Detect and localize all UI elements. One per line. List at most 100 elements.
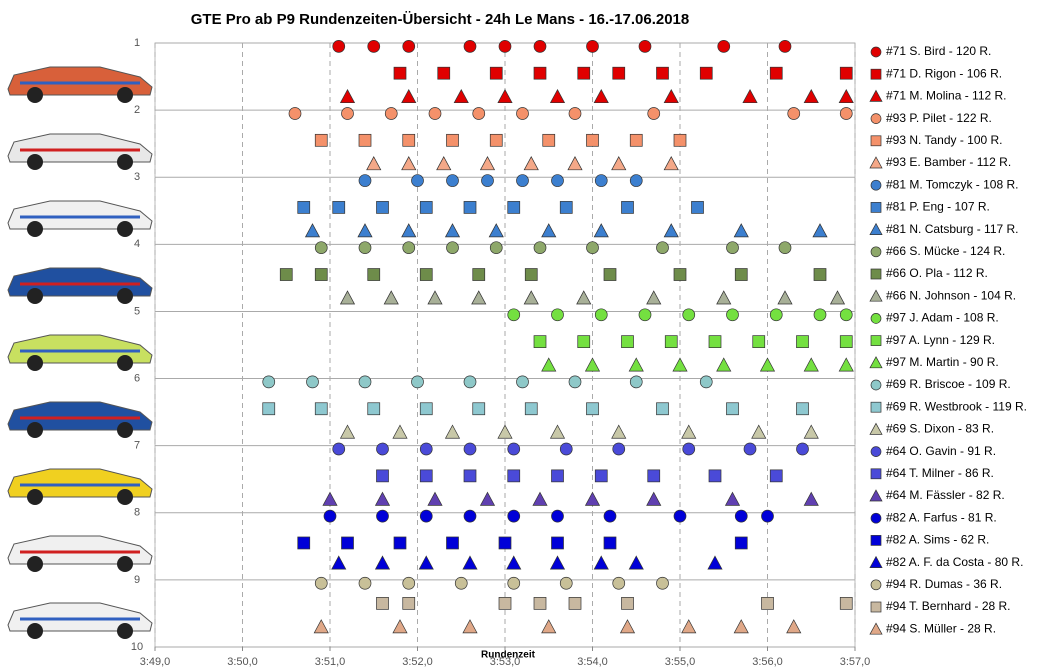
point: [358, 174, 372, 187]
point: [463, 509, 477, 523]
point: [803, 491, 819, 506]
point: [262, 375, 276, 389]
point: [507, 509, 521, 523]
point: [656, 576, 669, 590]
point: [418, 555, 434, 570]
point: [629, 133, 643, 147]
point: [733, 619, 749, 634]
point: [681, 424, 697, 439]
point: [708, 335, 722, 348]
y-tick-label: 4: [134, 238, 140, 250]
point: [716, 357, 732, 372]
point: [376, 509, 389, 523]
point: [778, 241, 792, 255]
point: [682, 442, 696, 456]
y-tick-label: 10: [131, 641, 143, 653]
point: [769, 308, 783, 322]
point: [332, 40, 346, 53]
point: [463, 375, 477, 389]
point: [479, 491, 496, 506]
point: [759, 357, 776, 372]
point: [314, 133, 328, 147]
point: [584, 357, 601, 372]
point: [402, 241, 416, 255]
point: [516, 375, 529, 389]
legend-label: #82 A. Farfus - 81 R.: [886, 510, 997, 524]
legend-label: #71 D. Rigon - 106 R.: [886, 66, 1002, 80]
point: [374, 555, 391, 570]
point: [717, 40, 731, 53]
point: [507, 308, 521, 322]
point: [463, 40, 477, 53]
point: [838, 88, 854, 104]
point: [577, 335, 591, 348]
point: [392, 424, 408, 439]
point: [673, 268, 687, 281]
x-tick-label: 3:52,0: [402, 656, 433, 668]
point: [463, 442, 477, 456]
point: [638, 40, 652, 53]
point: [726, 402, 739, 416]
point: [769, 66, 783, 80]
y-tick-label: 5: [134, 305, 140, 317]
point: [673, 509, 687, 523]
point: [533, 241, 547, 255]
point: [331, 555, 347, 570]
car-wheel: [117, 288, 133, 304]
point: [726, 308, 739, 322]
point: [586, 40, 599, 53]
point: [629, 375, 643, 389]
point: [656, 66, 669, 80]
point: [472, 402, 486, 416]
point: [339, 424, 356, 439]
point: [647, 107, 661, 120]
legend-label: #82 A. F. da Costa - 80 R.: [886, 555, 1023, 569]
point: [796, 402, 809, 416]
point: [497, 424, 513, 439]
point: [761, 597, 774, 610]
legend-label: #93 E. Bamber - 112 R.: [886, 155, 1011, 169]
point: [489, 241, 503, 255]
point: [297, 201, 311, 214]
x-tick-label: 3:50,0: [227, 656, 258, 668]
car-wheel: [117, 221, 133, 237]
point: [594, 308, 608, 322]
point: [628, 357, 644, 372]
point: [593, 555, 609, 570]
point: [629, 174, 643, 187]
point: [314, 268, 328, 281]
point: [664, 335, 678, 348]
point: [656, 241, 669, 255]
point: [314, 241, 328, 255]
car-wheel: [27, 623, 43, 639]
point: [541, 619, 557, 634]
y-tick-label: 1: [134, 37, 140, 49]
point: [366, 156, 382, 171]
point: [734, 536, 748, 550]
legend-marker: [870, 268, 882, 280]
legend-label: #66 O. Pla - 112 R.: [886, 266, 988, 280]
legend-marker: [870, 379, 882, 391]
legend-marker: [869, 89, 883, 102]
point: [699, 66, 713, 80]
point: [586, 402, 599, 416]
point: [839, 107, 853, 120]
point: [297, 536, 311, 550]
point: [339, 290, 356, 305]
legend-label: #69 R. Westbrook - 119 R.: [886, 399, 1027, 413]
point: [401, 88, 417, 104]
legend-label: #97 M. Martin - 90 R.: [886, 355, 999, 369]
point: [339, 88, 356, 104]
point: [341, 107, 354, 120]
point: [742, 88, 758, 104]
point: [532, 491, 548, 506]
point: [839, 308, 853, 322]
point: [611, 424, 627, 439]
legend-marker: [870, 579, 882, 591]
point: [306, 375, 319, 389]
point: [506, 555, 522, 570]
point: [332, 442, 346, 456]
point: [559, 442, 573, 456]
point: [427, 491, 443, 506]
legend-label: #64 O. Gavin - 91 R.: [886, 444, 996, 458]
